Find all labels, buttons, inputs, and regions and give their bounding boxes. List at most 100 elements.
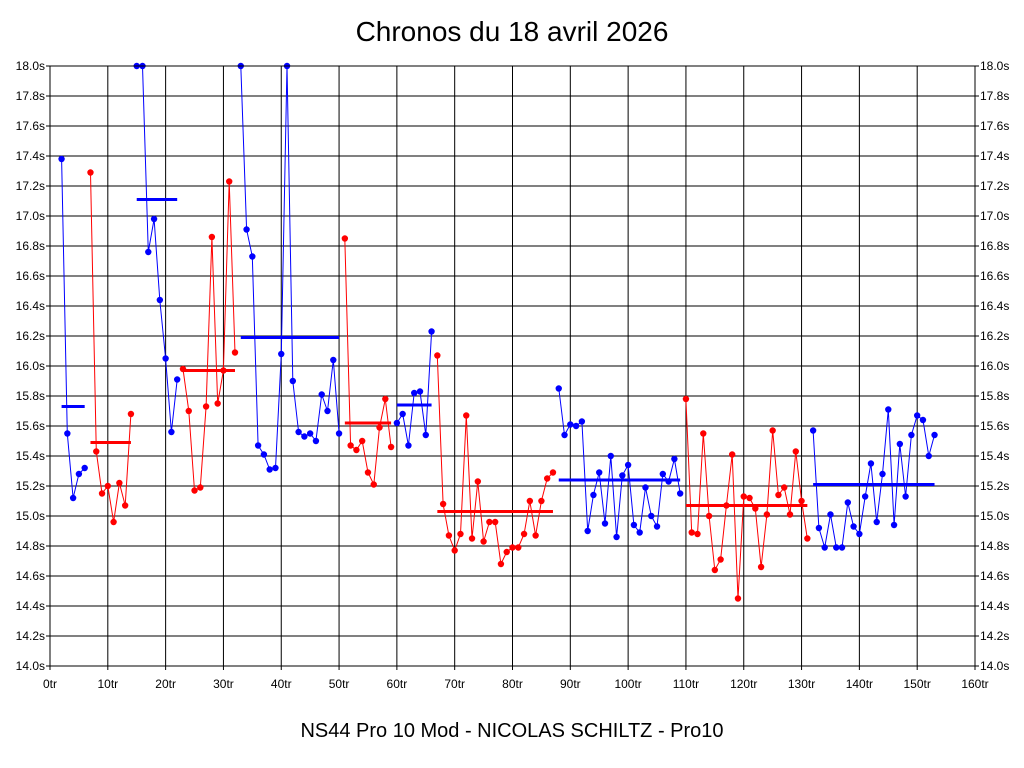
- data-point: [411, 389, 418, 397]
- chart-footer: NS44 Pro 10 Mod - NICOLAS SCHILTZ - Pro1…: [300, 720, 724, 742]
- data-point: [370, 481, 377, 488]
- data-point: [619, 472, 626, 479]
- data-point: [202, 403, 210, 410]
- y-tick-label-right: 15.2s: [980, 479, 1009, 493]
- data-point: [422, 431, 429, 439]
- data-point: [480, 538, 487, 545]
- data-point: [821, 544, 828, 551]
- data-point: [711, 566, 719, 574]
- data-point: [769, 427, 776, 434]
- average-lines: [61, 198, 935, 513]
- series-line-red: [90, 172, 132, 523]
- data-point: [468, 535, 476, 542]
- series-line-blue: [136, 65, 178, 433]
- x-tick-label: 80tr: [502, 677, 523, 691]
- data-point: [607, 452, 614, 460]
- data-point: [804, 535, 811, 542]
- data-point: [757, 563, 765, 571]
- data-point: [815, 524, 823, 532]
- data-point: [428, 328, 435, 335]
- data-point: [648, 512, 655, 520]
- data-point: [844, 499, 852, 506]
- data-point: [486, 518, 493, 526]
- data-point: [555, 385, 562, 392]
- data-point: [474, 478, 482, 485]
- data-point: [312, 437, 320, 445]
- data-point: [509, 544, 516, 551]
- data-point: [295, 428, 302, 436]
- y-tick-label-right: 15.4s: [980, 449, 1009, 463]
- data-point: [168, 428, 175, 436]
- x-tick-label: 140tr: [846, 677, 873, 691]
- data-point: [393, 419, 401, 427]
- x-tick-label: 60tr: [387, 677, 408, 691]
- data-point: [451, 547, 458, 554]
- data-point: [734, 595, 742, 602]
- data-point: [867, 460, 875, 467]
- data-point: [925, 452, 932, 460]
- data-point: [653, 523, 661, 530]
- data-point: [665, 478, 672, 485]
- y-tick-label-right: 14.8s: [980, 539, 1009, 553]
- data-point: [567, 421, 574, 428]
- y-tick-label-right: 17.6s: [980, 119, 1009, 133]
- x-tick-label: 0tr: [43, 677, 57, 691]
- series-line-blue: [396, 331, 433, 446]
- data-point: [850, 523, 857, 530]
- data-point: [538, 497, 545, 505]
- data-point: [243, 226, 250, 233]
- y-tick-label-right: 17.4s: [980, 149, 1009, 163]
- data-point: [382, 395, 389, 403]
- y-tick-label-left: 14.6s: [16, 569, 45, 583]
- y-tick-label-left: 14.8s: [16, 539, 45, 553]
- data-point: [526, 497, 534, 505]
- data-point: [630, 521, 638, 529]
- data-point: [330, 356, 337, 364]
- data-point: [405, 442, 412, 449]
- data-point: [116, 479, 123, 487]
- y-tick-label-left: 17.8s: [16, 89, 45, 103]
- grid: [49, 65, 976, 667]
- x-tick-label: 70tr: [444, 677, 465, 691]
- data-point: [636, 529, 643, 536]
- data-point: [543, 475, 551, 482]
- data-point: [809, 427, 817, 434]
- data-point: [763, 511, 771, 518]
- data-point: [87, 169, 94, 176]
- y-tick-label-right: 14.2s: [980, 629, 1009, 643]
- data-point: [179, 365, 187, 373]
- y-tick-label-left: 16.0s: [16, 359, 45, 373]
- y-tick-label-right: 16.4s: [980, 299, 1009, 313]
- data-point: [416, 388, 424, 395]
- data-point: [162, 355, 169, 362]
- data-point: [497, 560, 505, 568]
- series-line-blue: [240, 65, 340, 471]
- y-tick-label-left: 17.2s: [16, 179, 45, 193]
- y-tick-label-right: 16.6s: [980, 269, 1009, 283]
- y-tick-label-left: 15.0s: [16, 509, 45, 523]
- y-tick-label-left: 16.2s: [16, 329, 45, 343]
- data-point: [723, 502, 730, 509]
- y-tick-label-right: 14.6s: [980, 569, 1009, 583]
- data-point: [700, 430, 707, 437]
- data-point: [601, 520, 609, 527]
- series-line-blue: [558, 388, 681, 538]
- data-point: [624, 461, 632, 469]
- y-tick-label-right: 17.0s: [980, 209, 1009, 223]
- data-point: [226, 178, 233, 185]
- data-point: [503, 548, 510, 556]
- data-point: [919, 416, 927, 424]
- data-point: [434, 352, 441, 359]
- data-point: [908, 431, 915, 439]
- data-point: [515, 544, 522, 551]
- y-tick-label-right: 17.8s: [980, 89, 1009, 103]
- data-point: [572, 422, 580, 430]
- data-point: [827, 511, 834, 518]
- x-tick-label: 10tr: [97, 677, 118, 691]
- data-point: [64, 430, 71, 437]
- y-tick-label-left: 16.4s: [16, 299, 45, 313]
- data-point: [746, 494, 753, 502]
- data-point: [58, 155, 65, 163]
- data-point: [191, 487, 198, 494]
- data-point: [879, 470, 886, 478]
